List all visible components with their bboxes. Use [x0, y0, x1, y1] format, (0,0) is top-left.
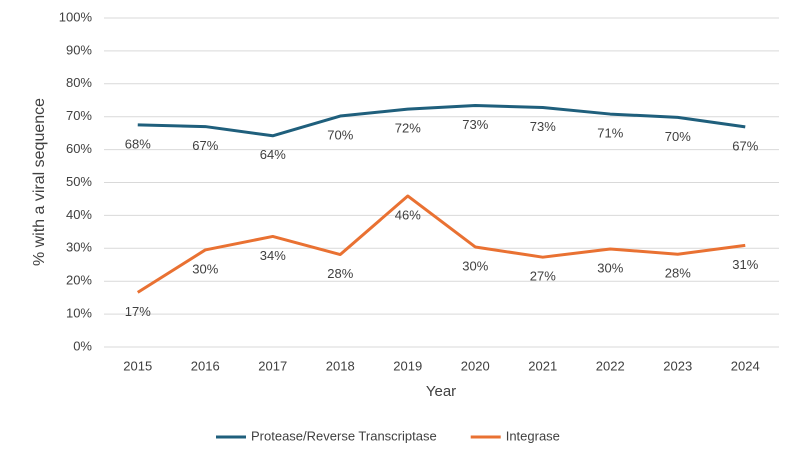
data-label: 70% — [327, 127, 353, 142]
data-label: 30% — [462, 258, 488, 273]
x-axis-title: Year — [426, 383, 456, 400]
y-tick-label: 10% — [66, 306, 92, 321]
data-label: 28% — [327, 266, 353, 281]
y-tick-label: 30% — [66, 240, 92, 255]
data-label: 71% — [597, 126, 623, 141]
data-label: 72% — [395, 121, 421, 136]
data-label: 67% — [732, 138, 758, 153]
y-tick-label: 60% — [66, 141, 92, 156]
x-tick-label: 2019 — [393, 358, 422, 373]
y-tick-label: 100% — [59, 9, 93, 24]
y-tick-label: 80% — [66, 75, 92, 90]
series-line — [136, 194, 746, 294]
x-tick-label: 2021 — [528, 358, 557, 373]
x-tick-label: 2023 — [663, 358, 692, 373]
series-line — [137, 104, 746, 138]
data-label: 31% — [732, 257, 758, 272]
x-tick-label: 2017 — [258, 358, 287, 373]
legend-label: Protease/Reverse Transcriptase — [251, 428, 437, 443]
data-label: 73% — [530, 119, 556, 134]
y-axis-title: % with a viral sequence — [31, 98, 48, 266]
y-tick-label: 70% — [66, 108, 92, 123]
data-label: 46% — [395, 207, 421, 222]
x-tick-label: 2024 — [731, 358, 760, 373]
data-label: 70% — [665, 129, 691, 144]
y-tick-label: 40% — [66, 207, 92, 222]
data-label: 73% — [462, 117, 488, 132]
data-label: 64% — [260, 147, 286, 162]
y-tick-label: 50% — [66, 174, 92, 189]
x-tick-label: 2018 — [326, 358, 355, 373]
x-tick-label: 2022 — [596, 358, 625, 373]
x-tick-label: 2016 — [191, 358, 220, 373]
data-label: 30% — [597, 260, 623, 275]
y-tick-label: 0% — [73, 338, 92, 353]
data-label: 34% — [260, 248, 286, 263]
x-tick-label: 2015 — [123, 358, 152, 373]
data-label: 28% — [665, 266, 691, 281]
data-label: 67% — [192, 138, 218, 153]
y-tick-label: 20% — [66, 273, 92, 288]
data-label: 30% — [192, 261, 218, 276]
data-label: 27% — [530, 269, 556, 284]
x-tick-label: 2020 — [461, 358, 490, 373]
y-tick-label: 90% — [66, 42, 92, 57]
data-label: 68% — [125, 136, 151, 151]
data-label: 17% — [125, 304, 151, 319]
legend-label: Integrase — [506, 428, 560, 443]
